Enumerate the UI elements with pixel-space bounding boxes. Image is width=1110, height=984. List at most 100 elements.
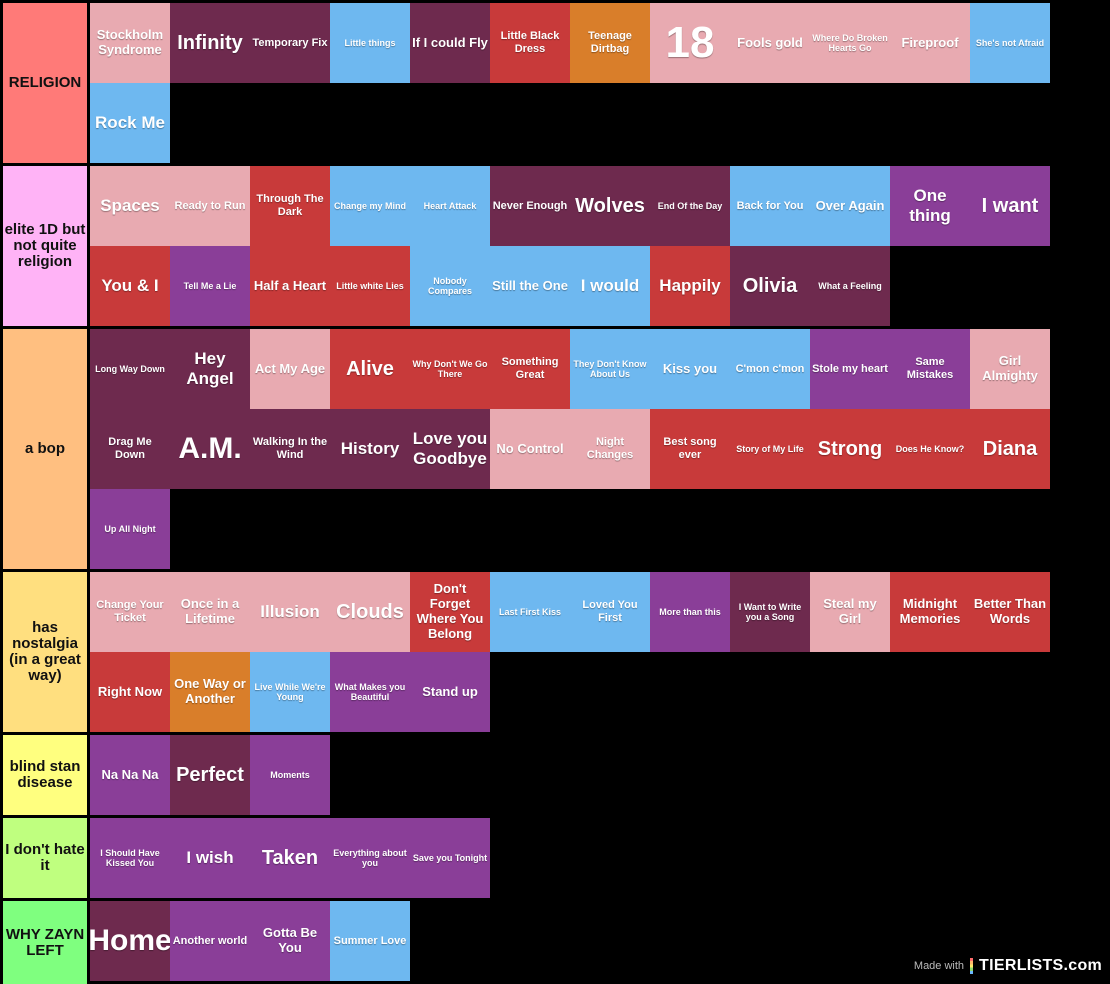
tier-item-same-mistakes[interactable]: Same Mistakes <box>890 329 970 409</box>
tier-item-through-the-dark[interactable]: Through The Dark <box>250 166 330 246</box>
made-with-watermark[interactable]: Made with TIERLISTS.com <box>910 952 1106 980</box>
tier-item-one-way-or-another[interactable]: One Way or Another <box>170 652 250 732</box>
tier-item-best-song-ever[interactable]: Best song ever <box>650 409 730 489</box>
tier-item-up-all-night[interactable]: Up All Night <box>90 489 170 569</box>
tier-item-no-control[interactable]: No Control <box>490 409 570 489</box>
tier-item-little-things[interactable]: Little things <box>330 3 410 83</box>
tier-item-change-your-ticket[interactable]: Change Your Ticket <box>90 572 170 652</box>
tier-item-night-changes[interactable]: Night Changes <box>570 409 650 489</box>
tier-item-you-i[interactable]: You & I <box>90 246 170 326</box>
tier-item-temporary-fix[interactable]: Temporary Fix <box>250 3 330 83</box>
tier-item-diana[interactable]: Diana <box>970 409 1050 489</box>
tier-item-what-a-feeling[interactable]: What a Feeling <box>810 246 890 326</box>
tier-item-a-m[interactable]: A.M. <box>170 409 250 489</box>
tier-label[interactable]: WHY ZAYN LEFT <box>3 901 87 984</box>
tier-item-they-don-t-know-about-us[interactable]: They Don't Know About Us <box>570 329 650 409</box>
tier-item-midnight-memories[interactable]: Midnight Memories <box>890 572 970 652</box>
tier-item-i-want[interactable]: I want <box>970 166 1050 246</box>
tier-item-still-the-one[interactable]: Still the One <box>490 246 570 326</box>
tier-item-love-you-goodbye[interactable]: Love you Goodbye <box>410 409 490 489</box>
tier-item-little-black-dress[interactable]: Little Black Dress <box>490 3 570 83</box>
tier-label[interactable]: RELIGION <box>3 3 87 163</box>
tier-item-alive[interactable]: Alive <box>330 329 410 409</box>
tier-item-olivia[interactable]: Olivia <box>730 246 810 326</box>
tier-item-something-great[interactable]: Something Great <box>490 329 570 409</box>
tier-item-label: Infinity <box>177 31 243 54</box>
tier-item-right-now[interactable]: Right Now <box>90 652 170 732</box>
tier-item-taken[interactable]: Taken <box>250 818 330 898</box>
tier-item-18[interactable]: 18 <box>650 3 730 83</box>
tier-item-heart-attack[interactable]: Heart Attack <box>410 166 490 246</box>
tier-item-one-thing[interactable]: One thing <box>890 166 970 246</box>
tier-item-tell-me-a-lie[interactable]: Tell Me a Lie <box>170 246 250 326</box>
tier-item-infinity[interactable]: Infinity <box>170 3 250 83</box>
tier-item-kiss-you[interactable]: Kiss you <box>650 329 730 409</box>
tier-item-history[interactable]: History <box>330 409 410 489</box>
tier-item-never-enough[interactable]: Never Enough <box>490 166 570 246</box>
tier-item-ready-to-run[interactable]: Ready to Run <box>170 166 250 246</box>
tier-item-gotta-be-you[interactable]: Gotta Be You <box>250 901 330 981</box>
tier-item-over-again[interactable]: Over Again <box>810 166 890 246</box>
tier-item-moments[interactable]: Moments <box>250 735 330 815</box>
tier-label[interactable]: a bop <box>3 329 87 569</box>
tier-item-back-for-you[interactable]: Back for You <box>730 166 810 246</box>
tier-item-walking-in-the-wind[interactable]: Walking In the Wind <box>250 409 330 489</box>
tier-item-long-way-down[interactable]: Long Way Down <box>90 329 170 409</box>
tier-item-c-mon-c-mon[interactable]: C'mon c'mon <box>730 329 810 409</box>
tier-item-clouds[interactable]: Clouds <box>330 572 410 652</box>
tier-item-hey-angel[interactable]: Hey Angel <box>170 329 250 409</box>
tier-item-don-t-forget-where-you-belong[interactable]: Don't Forget Where You Belong <box>410 572 490 652</box>
tier-item-does-he-know[interactable]: Does He Know? <box>890 409 970 489</box>
tier-item-what-makes-you-beautiful[interactable]: What Makes you Beautiful <box>330 652 410 732</box>
tier-item-label: Act My Age <box>254 360 326 376</box>
tier-item-more-than-this[interactable]: More than this <box>650 572 730 652</box>
tier-item-teenage-dirtbag[interactable]: Teenage Dirtbag <box>570 3 650 83</box>
tier-item-na-na-na[interactable]: Na Na Na <box>90 735 170 815</box>
tier-item-fireproof[interactable]: Fireproof <box>890 3 970 83</box>
tier-item-perfect[interactable]: Perfect <box>170 735 250 815</box>
tier-label[interactable]: elite 1D but not quite religion <box>3 166 87 326</box>
tier-item-where-do-broken-hearts-go[interactable]: Where Do Broken Hearts Go <box>810 3 890 83</box>
tier-item-save-you-tonight[interactable]: Save you Tonight <box>410 818 490 898</box>
tier-item-she-s-not-afraid[interactable]: She's not Afraid <box>970 3 1050 83</box>
tier-item-live-while-we-re-young[interactable]: Live While We're Young <box>250 652 330 732</box>
tier-item-stand-up[interactable]: Stand up <box>410 652 490 732</box>
tier-item-spaces[interactable]: Spaces <box>90 166 170 246</box>
tier-item-i-should-have-kissed-you[interactable]: I Should Have Kissed You <box>90 818 170 898</box>
tier-item-nobody-compares[interactable]: Nobody Compares <box>410 246 490 326</box>
tier-item-stole-my-heart[interactable]: Stole my heart <box>810 329 890 409</box>
tier-item-stockholm-syndrome[interactable]: Stockholm Syndrome <box>90 3 170 83</box>
tier-item-another-world[interactable]: Another world <box>170 901 250 981</box>
tier-item-drag-me-down[interactable]: Drag Me Down <box>90 409 170 489</box>
tier-item-label: What Makes you Beautiful <box>334 681 406 702</box>
tier-item-better-than-words[interactable]: Better Than Words <box>970 572 1050 652</box>
tier-label[interactable]: has nostalgia (in a great way) <box>3 572 87 732</box>
tier-item-i-would[interactable]: I would <box>570 246 650 326</box>
tier-item-why-don-t-we-go-there[interactable]: Why Don't We Go There <box>410 329 490 409</box>
tier-item-girl-almighty[interactable]: Girl Almighty <box>970 329 1050 409</box>
tier-item-everything-about-you[interactable]: Everything about you <box>330 818 410 898</box>
tier-item-change-my-mind[interactable]: Change my Mind <box>330 166 410 246</box>
tier-item-fools-gold[interactable]: Fools gold <box>730 3 810 83</box>
tier-item-if-i-could-fly[interactable]: If I could Fly <box>410 3 490 83</box>
tier-label[interactable]: I don't hate it <box>3 818 87 898</box>
tier-item-illusion[interactable]: Illusion <box>250 572 330 652</box>
tier-item-act-my-age[interactable]: Act My Age <box>250 329 330 409</box>
tier-item-strong[interactable]: Strong <box>810 409 890 489</box>
tier-item-home[interactable]: Home <box>90 901 170 981</box>
tier-item-once-in-a-lifetime[interactable]: Once in a Lifetime <box>170 572 250 652</box>
tier-item-end-of-the-day[interactable]: End Of the Day <box>650 166 730 246</box>
tier-item-story-of-my-life[interactable]: Story of My Life <box>730 409 810 489</box>
tier-item-i-want-to-write-you-a-song[interactable]: I Want to Write you a Song <box>730 572 810 652</box>
tier-item-loved-you-first[interactable]: Loved You First <box>570 572 650 652</box>
tier-item-steal-my-girl[interactable]: Steal my Girl <box>810 572 890 652</box>
tier-item-last-first-kiss[interactable]: Last First Kiss <box>490 572 570 652</box>
tier-item-i-wish[interactable]: I wish <box>170 818 250 898</box>
tier-item-half-a-heart[interactable]: Half a Heart <box>250 246 330 326</box>
tier-item-rock-me[interactable]: Rock Me <box>90 83 170 163</box>
tier-item-summer-love[interactable]: Summer Love <box>330 901 410 981</box>
tier-item-little-white-lies[interactable]: Little white Lies <box>330 246 410 326</box>
tier-item-wolves[interactable]: Wolves <box>570 166 650 246</box>
tier-label[interactable]: blind stan disease <box>3 735 87 815</box>
tier-item-happily[interactable]: Happily <box>650 246 730 326</box>
